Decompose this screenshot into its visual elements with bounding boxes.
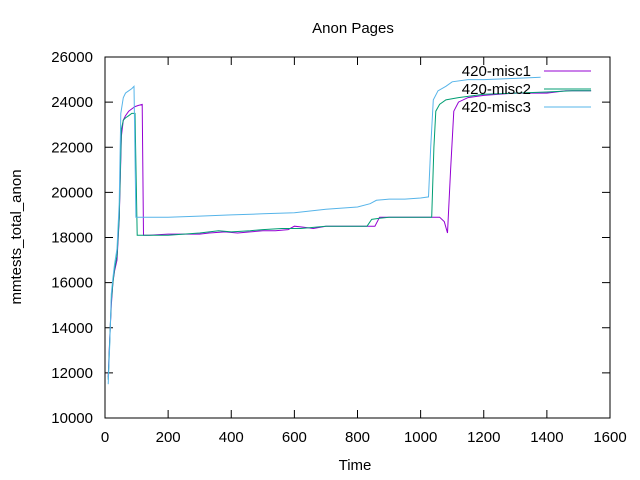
y-tick-label: 22000 xyxy=(51,139,93,156)
x-tick-label: 600 xyxy=(282,429,307,446)
y-tick-label: 16000 xyxy=(51,275,93,292)
y-tick-label: 20000 xyxy=(51,184,93,201)
series-line-420-misc2 xyxy=(107,90,592,380)
plot-frame xyxy=(104,56,611,419)
x-tick-label: 200 xyxy=(156,429,181,446)
y-tick-label: 10000 xyxy=(51,410,93,427)
y-tick-label: 18000 xyxy=(51,230,93,247)
x-axis-label: Time xyxy=(339,457,372,474)
y-tick-label: 26000 xyxy=(51,49,93,66)
y-tick-label: 12000 xyxy=(51,365,93,382)
legend-label: 420-misc2 xyxy=(462,81,531,98)
x-tick-label: 1600 xyxy=(593,429,626,446)
y-tick-label: 24000 xyxy=(51,94,93,111)
y-tick-label: 14000 xyxy=(51,320,93,337)
x-tick-label: 1000 xyxy=(404,429,437,446)
chart-title: Anon Pages xyxy=(312,20,394,37)
x-tick-label: 1200 xyxy=(467,429,500,446)
y-axis-label: mmtests_total_anon xyxy=(8,169,25,304)
axis-ticks: 0 200 400 600 800 1000 1200 1400 1600 10000 12000 1… xyxy=(51,49,626,446)
series-line-420-misc3 xyxy=(107,76,541,385)
x-tick-label: 800 xyxy=(345,429,370,446)
x-tick-label: 400 xyxy=(219,429,244,446)
x-tick-label: 1400 xyxy=(530,429,563,446)
legend-label: 420-misc1 xyxy=(462,63,531,80)
x-tick-label: 0 xyxy=(101,429,109,446)
legend-label: 420-misc3 xyxy=(462,99,531,116)
series-lines xyxy=(107,76,592,385)
